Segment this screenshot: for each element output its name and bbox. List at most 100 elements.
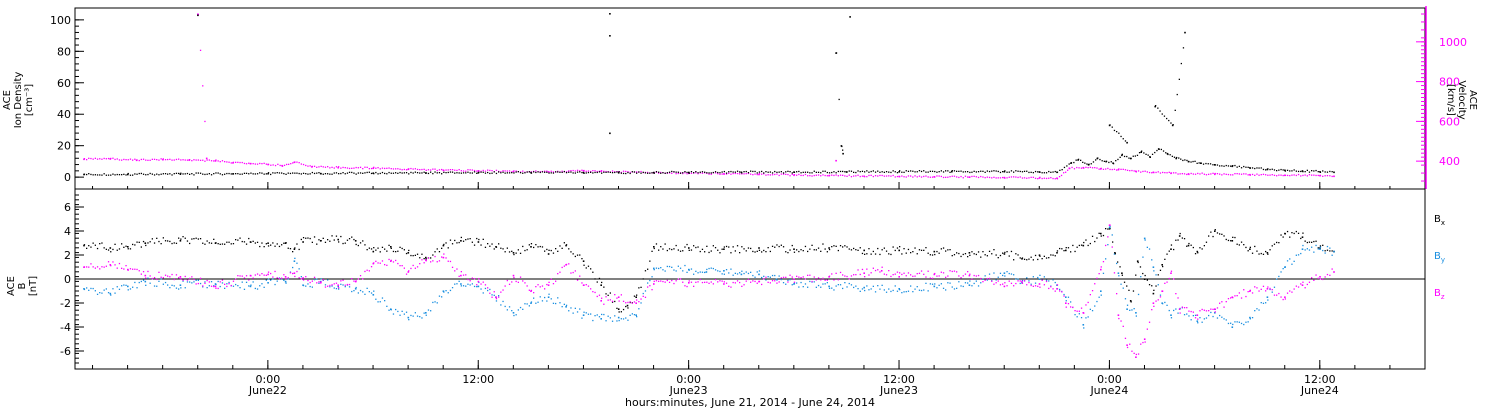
field-bz-point [544,288,546,290]
velocity-point [730,173,732,175]
field-by-point [690,268,693,270]
field-bz-point [550,278,552,280]
velocity-point [202,85,204,87]
density-point [581,171,583,174]
field-by-point [204,281,206,283]
density-point [441,173,443,175]
velocity-point [1017,176,1019,179]
field-by-point [324,284,327,286]
density-point [824,170,826,172]
density-point [686,171,688,174]
field-by-point [883,289,885,291]
field-bx-point [403,249,405,251]
field-by-point [327,279,329,281]
velocity-point [197,159,199,161]
field-by-point [899,289,901,291]
field-by-point [522,308,524,310]
field-by-point [456,283,458,285]
field-by-point [1322,249,1324,252]
field-bx-point [1315,240,1317,242]
density-point [1207,163,1209,165]
field-bx-point [436,248,438,250]
density-point [982,170,984,172]
density-point [706,172,708,174]
field-by-point [1028,280,1030,282]
field-bz-point [511,281,513,283]
density-point [1121,153,1123,155]
field-bx-point [311,241,313,243]
field-bz-point [90,263,92,265]
field-bx-point [186,240,189,242]
field-bx-point [127,246,129,248]
velocity-point [208,159,210,161]
field-axis-tick-label: 2 [64,249,71,262]
field-by-point [975,280,977,282]
field-bx-point [1254,245,1256,248]
velocity-point [132,159,134,161]
field-bx-point [1232,236,1234,238]
field-by-point [956,287,958,289]
field-by-point [1212,315,1214,318]
velocity-point [1322,175,1324,177]
field-by-point [785,283,787,285]
field-bx-point [1003,253,1006,255]
density-point [1151,153,1154,155]
field-bz-point [975,275,977,277]
field-bz-point [353,280,355,282]
x-tick-label-date: June24 [1089,384,1128,397]
field-by-point [537,301,539,303]
field-bz-point [1056,288,1058,290]
velocity-point [701,172,704,174]
density-point [1322,170,1324,172]
field-bx-point [688,247,690,249]
field-bx-point [447,247,449,249]
field-by-point [476,286,478,288]
density-point [1186,159,1188,162]
field-bx-point [607,294,609,296]
field-bz-point [395,259,397,262]
field-bx-point [611,301,614,303]
field-by-point [1089,308,1091,310]
field-bz-point [228,283,230,285]
velocity-point [1122,168,1124,170]
velocity-point [1306,175,1308,177]
density-point [164,173,167,175]
density-point [807,171,809,173]
field-by-point [408,319,410,321]
field-by-point [372,294,375,296]
field-bx-point [640,286,642,288]
field-by-point [405,311,408,313]
field-bz-point [822,277,824,279]
field-bx-point [147,242,149,244]
field-bz-point [153,277,156,279]
density-point [859,171,861,173]
field-by-point [357,292,359,294]
field-bx-point [86,247,88,249]
field-bx-point [1293,232,1295,235]
field-by-point [568,310,570,312]
velocity-point [1050,177,1052,179]
density-point [265,173,267,175]
field-by-point [259,285,261,287]
field-by-point [353,290,355,292]
field-by-point [658,267,660,270]
field-bz-point [903,272,905,274]
density-point [156,173,158,175]
density-point [316,172,318,174]
field-by-point [874,291,877,293]
field-bz-point [1214,308,1216,310]
density-point [254,173,256,175]
field-bx-point [228,241,230,243]
field-by-point [335,288,338,290]
density-axis-tick-label: 0 [64,171,71,184]
velocity-point [1302,174,1304,177]
density-point [1293,169,1295,171]
velocity-point [1023,177,1026,179]
velocity-point [309,165,311,167]
field-bz-point [412,264,414,267]
density-point [559,171,561,173]
field-bx-point [278,245,281,248]
field-bz-point [316,282,318,284]
field-by-point [175,287,178,289]
